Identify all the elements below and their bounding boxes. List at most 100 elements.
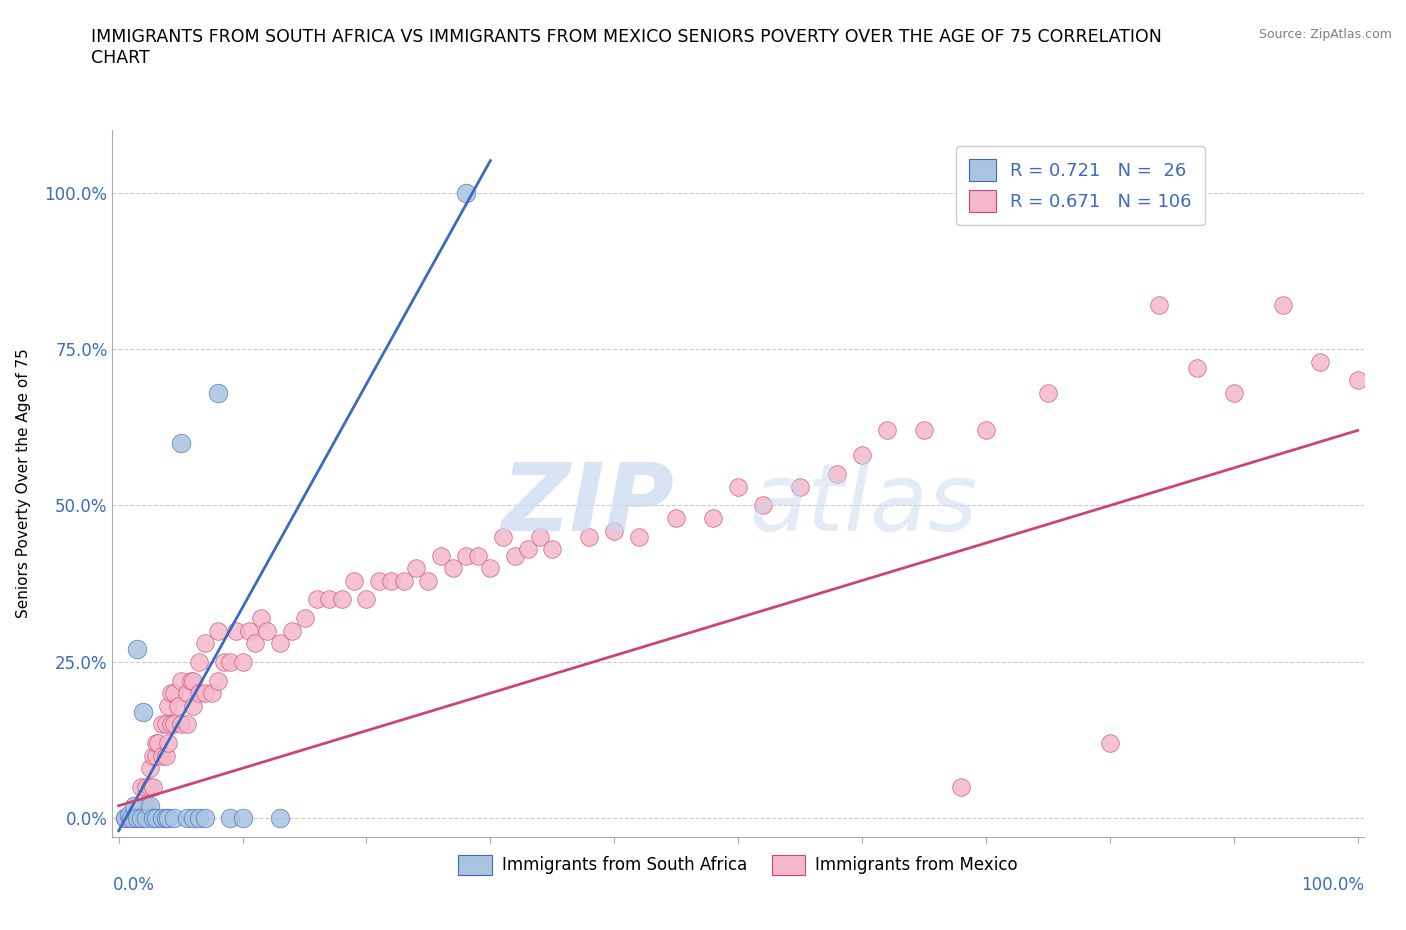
Point: [219, 811, 242, 826]
Point: [1098, 736, 1121, 751]
Point: [194, 636, 217, 651]
Point: [142, 811, 165, 826]
Point: [1347, 373, 1369, 388]
Point: [129, 779, 152, 794]
Point: [129, 811, 152, 826]
Point: [1272, 298, 1295, 312]
Point: [122, 798, 145, 813]
Point: [232, 811, 254, 826]
Point: [1185, 361, 1208, 376]
Point: [127, 811, 149, 826]
Point: [155, 749, 177, 764]
Text: IMMIGRANTS FROM SOUTH AFRICA VS IMMIGRANTS FROM MEXICO SENIORS POVERTY OVER THE : IMMIGRANTS FROM SOUTH AFRICA VS IMMIGRAN…: [91, 28, 1163, 67]
Point: [219, 655, 242, 670]
Point: [479, 561, 502, 576]
Point: [367, 573, 389, 588]
Point: [114, 811, 136, 826]
Point: [155, 717, 177, 732]
Point: [281, 623, 304, 638]
Point: [492, 529, 515, 544]
Point: [120, 811, 142, 826]
Point: [114, 811, 136, 826]
Point: [163, 717, 186, 732]
Point: [159, 685, 181, 700]
Point: [225, 623, 247, 638]
Point: [305, 591, 328, 606]
Point: [454, 185, 477, 200]
Point: [950, 779, 973, 794]
Point: [132, 704, 155, 719]
Point: [127, 811, 149, 826]
Point: [789, 479, 811, 494]
Point: [405, 561, 427, 576]
Point: [200, 685, 222, 700]
Point: [1309, 354, 1331, 369]
Point: [876, 423, 898, 438]
Point: [145, 749, 167, 764]
Point: [207, 673, 229, 688]
Point: [120, 811, 142, 826]
Point: [181, 673, 204, 688]
Point: [157, 698, 180, 713]
Point: [155, 811, 177, 826]
Point: [603, 523, 626, 538]
Point: [145, 811, 167, 826]
Point: [138, 798, 160, 813]
Point: [150, 749, 173, 764]
Point: [157, 811, 180, 826]
Point: [194, 685, 217, 700]
Point: [114, 811, 136, 826]
Point: [752, 498, 775, 513]
Point: [1222, 385, 1244, 400]
Point: [343, 573, 366, 588]
Point: [194, 811, 217, 826]
Point: [169, 435, 191, 450]
Point: [169, 717, 191, 732]
Point: [269, 636, 291, 651]
Point: [318, 591, 340, 606]
Point: [188, 811, 211, 826]
Point: [250, 611, 273, 626]
Point: [117, 807, 139, 822]
Text: 0.0%: 0.0%: [112, 876, 155, 894]
Point: [142, 779, 165, 794]
Point: [135, 811, 157, 826]
Point: [127, 811, 149, 826]
Point: [122, 811, 145, 826]
Point: [176, 717, 198, 732]
Point: [1149, 298, 1171, 312]
Point: [176, 685, 198, 700]
Point: [180, 673, 202, 688]
Point: [232, 655, 254, 670]
Point: [138, 779, 160, 794]
Point: [974, 423, 997, 438]
Point: [380, 573, 402, 588]
Point: [188, 655, 211, 670]
Point: [330, 591, 353, 606]
Point: [441, 561, 464, 576]
Point: [142, 749, 165, 764]
Point: [294, 611, 316, 626]
Point: [188, 685, 211, 700]
Point: [727, 479, 749, 494]
Text: ZIP: ZIP: [502, 458, 675, 551]
Point: [181, 698, 204, 713]
Point: [825, 467, 848, 482]
Point: [129, 811, 152, 826]
Point: [851, 448, 873, 463]
Point: [529, 529, 551, 544]
Point: [181, 811, 204, 826]
Point: [467, 548, 489, 563]
Point: [163, 811, 186, 826]
Text: 100.0%: 100.0%: [1301, 876, 1364, 894]
Point: [167, 698, 190, 713]
Point: [238, 623, 260, 638]
Point: [114, 811, 136, 826]
Point: [176, 811, 198, 826]
Point: [132, 811, 155, 826]
Point: [127, 642, 149, 657]
Point: [132, 811, 155, 826]
Point: [138, 761, 160, 776]
Point: [135, 779, 157, 794]
Point: [120, 811, 142, 826]
